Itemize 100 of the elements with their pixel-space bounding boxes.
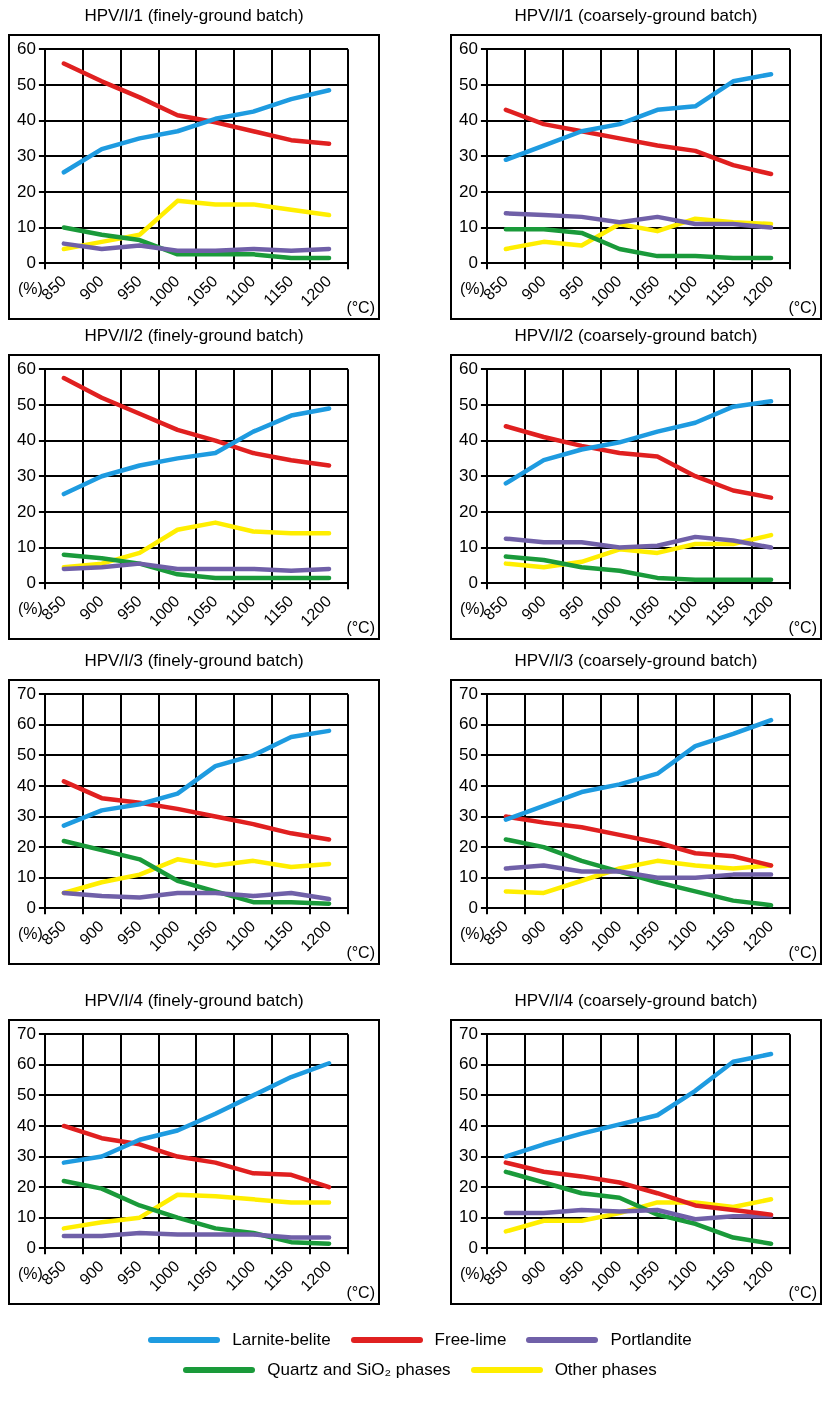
- y-tick-label: 50: [458, 1085, 478, 1105]
- y-tick-label: 70: [458, 683, 478, 703]
- y-tick-label: 20: [16, 181, 36, 201]
- x-tick-label: 900: [518, 917, 550, 949]
- y-tick-label: 0: [26, 572, 36, 592]
- y-axis-title: (%): [460, 280, 485, 297]
- x-tick-label: 950: [555, 592, 587, 624]
- y-tick-label: 30: [458, 145, 478, 165]
- y-tick-label: 30: [458, 1146, 478, 1166]
- y-tick-label: 40: [458, 1115, 478, 1135]
- legend-label: Quartz and SiO₂ phases: [267, 1360, 451, 1380]
- y-axis-title: (%): [460, 600, 485, 617]
- y-tick-label: 0: [468, 572, 478, 592]
- x-tick-label: 950: [555, 917, 587, 949]
- y-axis-title: (%): [18, 1265, 43, 1282]
- y-tick-label: 60: [16, 358, 36, 378]
- y-tick-label: 10: [458, 217, 478, 237]
- y-tick-label: 10: [16, 537, 36, 557]
- x-tick-label: 900: [518, 592, 550, 624]
- y-tick-label: 50: [458, 745, 478, 765]
- legend-label: Other phases: [554, 1360, 657, 1380]
- chart-title: HPV/I/4 (finely-ground batch): [83, 991, 305, 1011]
- y-tick-label: 20: [16, 1176, 36, 1196]
- x-tick-label: 900: [76, 1257, 108, 1289]
- y-tick-label: 10: [458, 537, 478, 557]
- y-tick-label: 0: [26, 897, 36, 917]
- y-tick-label: 20: [458, 501, 478, 521]
- y-tick-label: 60: [458, 714, 478, 734]
- x-tick-label: 950: [113, 917, 145, 949]
- legend-label: Free-lime: [434, 1330, 507, 1350]
- x-axis-title: (°C): [346, 1284, 375, 1302]
- y-tick-label: 50: [16, 1085, 36, 1105]
- y-tick-label: 60: [16, 1054, 36, 1074]
- y-tick-label: 30: [458, 806, 478, 826]
- x-axis-title: (°C): [788, 299, 817, 317]
- y-tick-label: 40: [16, 430, 36, 450]
- chart-title: HPV/I/2 (coarsely-ground batch): [513, 326, 759, 346]
- y-tick-label: 50: [458, 74, 478, 94]
- x-tick-label: 900: [76, 592, 108, 624]
- x-axis-title: (°C): [788, 619, 817, 637]
- x-tick-label: 950: [555, 272, 587, 304]
- x-tick-label: 950: [113, 272, 145, 304]
- x-axis-title: (°C): [346, 299, 375, 317]
- y-tick-label: 10: [458, 867, 478, 887]
- x-axis-title: (°C): [788, 1284, 817, 1302]
- y-tick-label: 10: [16, 217, 36, 237]
- y-tick-label: 30: [16, 1146, 36, 1166]
- y-tick-label: 20: [458, 836, 478, 856]
- y-tick-label: 0: [468, 1237, 478, 1257]
- y-tick-label: 60: [16, 38, 36, 58]
- x-tick-label: 950: [113, 592, 145, 624]
- legend-label: Larnite-belite: [232, 1330, 331, 1350]
- y-tick-label: 40: [458, 430, 478, 450]
- y-tick-label: 60: [458, 358, 478, 378]
- x-tick-label: 900: [518, 272, 550, 304]
- y-tick-label: 30: [16, 806, 36, 826]
- y-tick-label: 70: [16, 1023, 36, 1043]
- y-tick-label: 40: [458, 775, 478, 795]
- y-tick-label: 20: [458, 1176, 478, 1196]
- x-tick-label: 950: [113, 1257, 145, 1289]
- y-tick-label: 60: [458, 38, 478, 58]
- y-axis-title: (%): [460, 1265, 485, 1282]
- x-tick-label: 900: [76, 272, 108, 304]
- y-axis-title: (%): [18, 280, 43, 297]
- y-axis-title: (%): [18, 600, 43, 617]
- chart-title: HPV/I/4 (coarsely-ground batch): [513, 991, 759, 1011]
- chart-title: HPV/I/2 (finely-ground batch): [83, 326, 305, 346]
- y-tick-label: 20: [16, 836, 36, 856]
- y-tick-label: 50: [16, 74, 36, 94]
- chart-title: HPV/I/1 (finely-ground batch): [83, 6, 305, 26]
- y-tick-label: 70: [458, 1023, 478, 1043]
- y-tick-label: 40: [458, 110, 478, 130]
- legend-label: Portlandite: [610, 1330, 692, 1350]
- y-tick-label: 50: [16, 745, 36, 765]
- y-tick-label: 0: [468, 252, 478, 272]
- y-tick-label: 40: [16, 775, 36, 795]
- x-tick-label: 950: [555, 1257, 587, 1289]
- x-tick-label: 900: [518, 1257, 550, 1289]
- y-tick-label: 60: [16, 714, 36, 734]
- y-tick-label: 10: [16, 1207, 36, 1227]
- x-axis-title: (°C): [346, 619, 375, 637]
- y-tick-label: 0: [26, 252, 36, 272]
- y-tick-label: 50: [458, 394, 478, 414]
- x-axis-title: (°C): [788, 944, 817, 962]
- y-tick-label: 30: [16, 145, 36, 165]
- y-tick-label: 20: [16, 501, 36, 521]
- y-axis-title: (%): [18, 925, 43, 942]
- chart-title: HPV/I/3 (coarsely-ground batch): [513, 651, 759, 671]
- x-tick-label: 900: [76, 917, 108, 949]
- x-axis-title: (°C): [346, 944, 375, 962]
- chart-title: HPV/I/3 (finely-ground batch): [83, 651, 305, 671]
- y-tick-label: 20: [458, 181, 478, 201]
- y-tick-label: 70: [16, 683, 36, 703]
- y-tick-label: 0: [468, 897, 478, 917]
- y-tick-label: 40: [16, 1115, 36, 1135]
- y-tick-label: 10: [16, 867, 36, 887]
- y-tick-label: 30: [16, 465, 36, 485]
- chart-title: HPV/I/1 (coarsely-ground batch): [513, 6, 759, 26]
- y-tick-label: 10: [458, 1207, 478, 1227]
- y-tick-label: 50: [16, 394, 36, 414]
